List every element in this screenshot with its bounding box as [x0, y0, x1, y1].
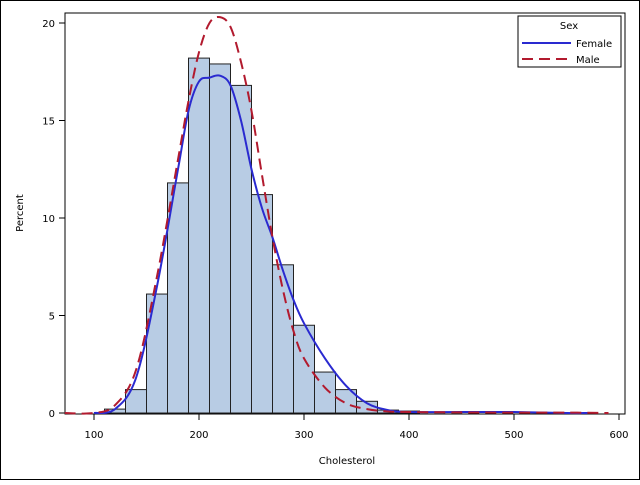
density-curve-male [64, 15, 609, 415]
histogram-bar [272, 264, 294, 414]
y-axis-label: Percent [15, 194, 26, 232]
legend-title: Sex [560, 21, 578, 32]
x-tick-label: 500 [504, 430, 523, 441]
y-tick-label: 10 [42, 214, 55, 225]
x-axis-label: Cholesterol [319, 456, 375, 467]
legend: Sex Female Male [517, 15, 622, 68]
legend-female-label: Female [576, 39, 612, 50]
y-tick-label: 20 [42, 19, 55, 30]
x-axis: 100 200 300 400 500 600 [84, 414, 629, 441]
legend-male-label: Male [576, 55, 600, 66]
y-axis: 0 5 10 15 20 [42, 19, 65, 420]
x-tick-label: 300 [294, 430, 313, 441]
legend-box [517, 15, 622, 68]
x-tick-label: 100 [84, 430, 103, 441]
histogram-bar [188, 57, 210, 414]
histogram-bar [209, 63, 231, 414]
y-tick-label: 0 [49, 409, 55, 420]
density-curves [64, 15, 609, 415]
x-tick-label: 200 [189, 430, 208, 441]
x-tick-label: 400 [399, 430, 418, 441]
histogram-bars [104, 57, 420, 414]
histogram-bar [230, 84, 252, 414]
histogram-bar [167, 182, 189, 414]
y-tick-label: 15 [42, 117, 55, 128]
x-tick-label: 600 [609, 430, 628, 441]
y-tick-label: 5 [49, 312, 55, 323]
